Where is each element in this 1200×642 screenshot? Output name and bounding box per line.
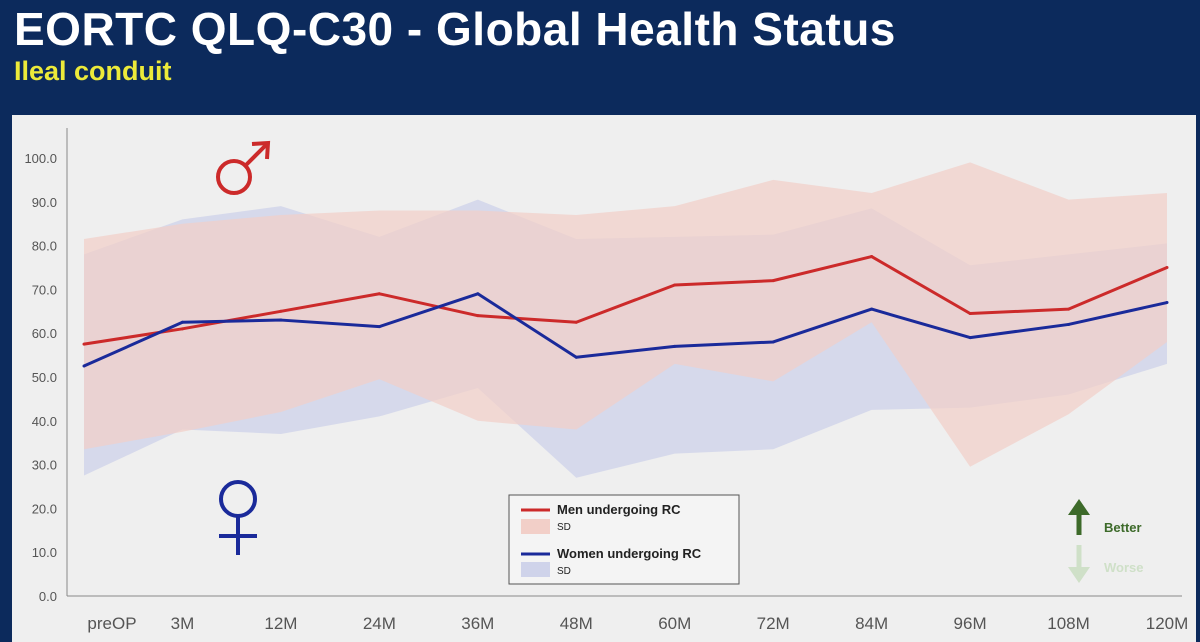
women-data-point bbox=[279, 318, 283, 322]
page-title: EORTC QLQ-C30 - Global Health Status bbox=[14, 3, 896, 55]
women-data-point bbox=[968, 336, 972, 340]
line-chart: 0.0 10.0 20.0 30.0 40.0 50.0 60.0 70.0 80.0 90.0 1… bbox=[24, 128, 1188, 633]
x-tick-label: 120M bbox=[1146, 614, 1189, 633]
x-tick-label: 12M bbox=[264, 614, 297, 633]
men-data-point bbox=[968, 311, 972, 315]
chart-axes: 0.0 10.0 20.0 30.0 40.0 50.0 60.0 70.0 80.0 90.0 1… bbox=[24, 128, 1188, 633]
y-tick-label: 50.0 bbox=[32, 370, 57, 385]
female-symbol-icon bbox=[219, 480, 257, 555]
x-tick-label: 24M bbox=[363, 614, 396, 633]
men-data-point bbox=[1165, 266, 1169, 269]
better-label: Better bbox=[1104, 520, 1142, 535]
men-data-point bbox=[377, 292, 381, 296]
y-tick-label: 40.0 bbox=[32, 414, 57, 429]
legend-women-sd-label: SD bbox=[557, 566, 571, 577]
women-data-point bbox=[673, 344, 677, 348]
women-data-point bbox=[476, 292, 480, 296]
women-data-point bbox=[870, 307, 874, 311]
men-data-point bbox=[180, 327, 184, 331]
y-tick-label: 100.0 bbox=[24, 151, 57, 166]
worse-label: Worse bbox=[1104, 560, 1144, 575]
women-data-point bbox=[82, 364, 86, 368]
men-data-point bbox=[82, 342, 86, 346]
legend-men-label: Men undergoing RC bbox=[557, 502, 681, 517]
y-tick-label: 80.0 bbox=[32, 239, 57, 254]
y-tick-label: 20.0 bbox=[32, 501, 57, 516]
x-tick-label: 72M bbox=[757, 614, 790, 633]
x-tick-label: 96M bbox=[954, 614, 987, 633]
women-series-line bbox=[83, 292, 1168, 368]
x-tick-label: 108M bbox=[1047, 614, 1090, 633]
x-tick-label: 3M bbox=[171, 614, 195, 633]
page-subtitle: Ileal conduit bbox=[14, 56, 172, 86]
y-tick-label: 60.0 bbox=[32, 326, 57, 341]
men-data-point bbox=[279, 309, 283, 313]
y-tick-label: 30.0 bbox=[32, 458, 57, 473]
chart-panel: 0.0 10.0 20.0 30.0 40.0 50.0 60.0 70.0 80.0 90.0 1… bbox=[12, 115, 1196, 642]
y-tick-label: 90.0 bbox=[32, 195, 57, 210]
worse-arrow-icon bbox=[1068, 545, 1090, 583]
x-tick-label: preOP bbox=[87, 614, 136, 633]
men-data-point bbox=[476, 314, 480, 318]
legend-men-sd-swatch bbox=[521, 519, 550, 534]
legend-women-sd-swatch bbox=[521, 562, 550, 577]
women-data-point bbox=[180, 320, 184, 324]
men-data-point bbox=[1067, 307, 1071, 311]
chart-legend: Men undergoing RC SD Women undergoing RC… bbox=[508, 494, 740, 585]
men-sd-band bbox=[84, 162, 1167, 467]
y-tick-label: 0.0 bbox=[39, 589, 57, 604]
x-tick-label: 84M bbox=[855, 614, 888, 633]
male-symbol-icon bbox=[216, 140, 271, 195]
women-data-point bbox=[574, 355, 578, 359]
y-tick-label: 70.0 bbox=[32, 282, 57, 297]
better-worse-indicator: Better Worse bbox=[1068, 499, 1144, 583]
men-series-line bbox=[83, 255, 1168, 346]
series-lines bbox=[82, 255, 1169, 368]
legend-men-sd-label: SD bbox=[557, 522, 571, 533]
x-tick-label: 60M bbox=[658, 614, 691, 633]
women-data-point bbox=[771, 340, 775, 344]
men-data-point bbox=[574, 320, 578, 324]
men-data-point bbox=[673, 283, 677, 287]
men-data-point bbox=[870, 255, 874, 259]
women-data-point bbox=[377, 325, 381, 329]
women-data-point bbox=[1165, 301, 1169, 305]
better-arrow-icon bbox=[1068, 499, 1090, 535]
men-data-point bbox=[771, 279, 775, 283]
women-data-point bbox=[1067, 322, 1071, 326]
y-tick-label: 10.0 bbox=[32, 545, 57, 560]
x-tick-label: 48M bbox=[560, 614, 593, 633]
legend-women-label: Women undergoing RC bbox=[557, 546, 702, 561]
x-tick-label: 36M bbox=[461, 614, 494, 633]
